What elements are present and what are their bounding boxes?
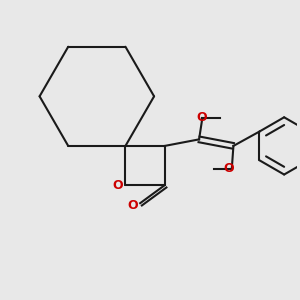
- Text: O: O: [112, 179, 123, 192]
- Text: O: O: [223, 162, 234, 175]
- Text: O: O: [128, 199, 138, 212]
- Text: O: O: [196, 111, 207, 124]
